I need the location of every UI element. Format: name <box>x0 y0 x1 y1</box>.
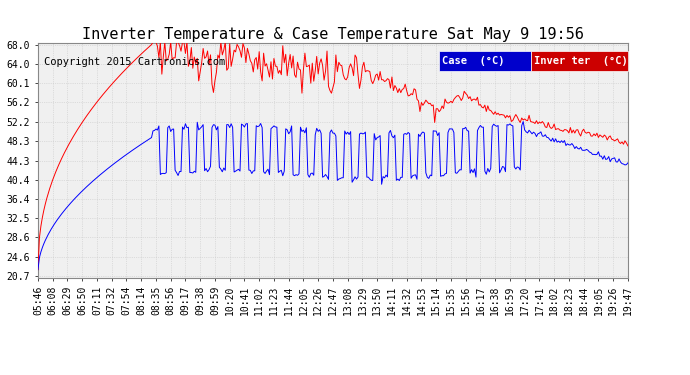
FancyBboxPatch shape <box>531 51 628 71</box>
Text: Copyright 2015 Cartronics.com: Copyright 2015 Cartronics.com <box>44 57 225 67</box>
FancyBboxPatch shape <box>439 51 531 71</box>
Title: Inverter Temperature & Case Temperature Sat May 9 19:56: Inverter Temperature & Case Temperature … <box>82 27 584 42</box>
Text: Inver ter  (°C): Inver ter (°C) <box>533 56 627 66</box>
Text: Case  (°C): Case (°C) <box>442 56 504 66</box>
